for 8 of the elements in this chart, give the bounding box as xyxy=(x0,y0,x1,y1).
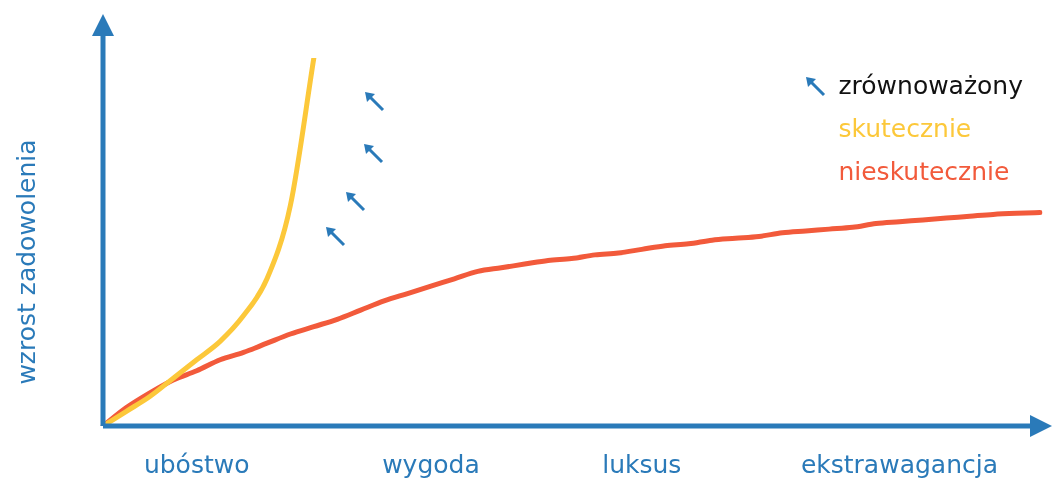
text: skutecznie xyxy=(838,113,973,145)
x-tick-label: ekstrawagancja xyxy=(800,449,998,479)
x-tick-label: wygoda xyxy=(382,449,480,479)
x-tick-label: luksus xyxy=(602,449,682,479)
annotation: zrównoważony xyxy=(838,70,1023,102)
series-label: nieskutecznie xyxy=(838,156,1011,188)
y-axis-title: wzrost zadowolenia xyxy=(11,139,41,385)
x-tick-label: ubóstwo xyxy=(143,449,250,479)
